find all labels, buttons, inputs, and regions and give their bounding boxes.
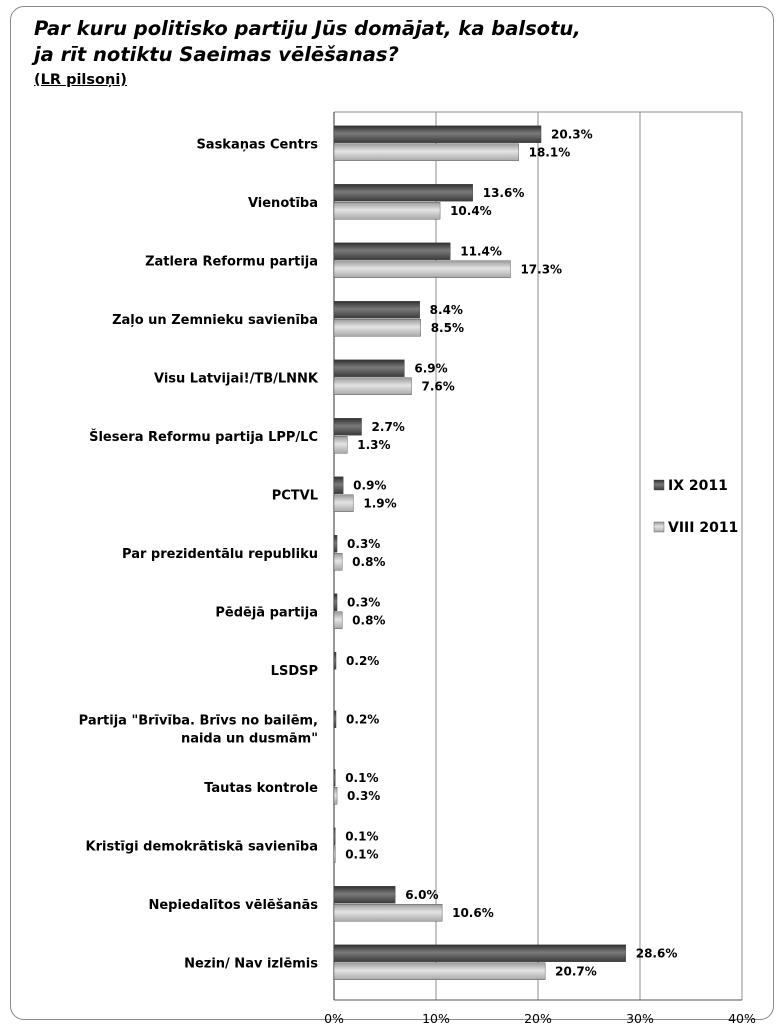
category-label: Vienotība [248,196,318,211]
title-line-2: ja rīt notiktu Saeimas vēlēšanas? [34,43,399,66]
bar-viii-2011 [333,962,546,980]
data-label: 0.1% [345,847,378,861]
data-label: 0.3% [347,789,380,803]
data-label: 0.1% [345,771,378,785]
category-label: Kristīgi demokrātiskā savienība [86,839,318,854]
bar-viii-2011 [333,845,336,863]
bar-viii-2011 [333,611,343,629]
data-label: 0.2% [346,712,379,726]
category-label: LSDSP [271,664,318,679]
bar-ix-2011 [333,242,451,260]
data-label: 10.6% [452,906,494,920]
x-tick-label-10: 10% [422,1011,450,1026]
data-label: 6.9% [414,361,447,375]
data-label: 28.6% [636,946,678,960]
data-label: 2.7% [372,420,405,434]
category-label: Nepiedalītos vēlēšanās [148,898,318,913]
data-label: 11.4% [460,244,502,258]
x-tick-label-0: 0% [324,1011,344,1026]
category-label: Partija "Brīvība. Brīvs no bailēm, [79,713,318,728]
data-label: 0.8% [352,613,385,627]
legend-swatch-ix-2011 [653,479,665,491]
data-label: 7.6% [422,379,455,393]
bar-ix-2011 [333,359,405,377]
data-label: 0.1% [345,829,378,843]
data-label: 0.2% [346,654,379,668]
bar-ix-2011 [333,301,420,319]
bar-ix-2011 [333,886,396,904]
data-label: 17.3% [520,262,562,276]
data-label: 20.3% [551,127,593,141]
data-label: 1.3% [357,438,390,452]
bar-ix-2011 [333,944,626,962]
legend-label-ix-2011: IX 2011 [668,478,728,494]
bar-viii-2011 [333,904,443,922]
bar-ix-2011 [333,476,344,494]
category-label: naida un dusmām" [181,731,318,746]
data-label: 0.3% [347,595,380,609]
category-label: PCTVL [272,488,318,503]
data-label: 13.6% [483,186,525,200]
bar-viii-2011 [333,436,348,454]
data-label: 20.7% [555,964,597,978]
chart-title: Par kuru politisko partiju Jūs domājat, … [34,16,594,68]
legend-swatch-viii-2011 [653,521,665,533]
bar-ix-2011 [333,125,542,143]
bar-ix-2011 [333,418,362,436]
data-label: 18.1% [529,145,571,159]
data-label: 1.9% [363,496,396,510]
bar-ix-2011 [333,535,338,553]
data-label: 0.3% [347,537,380,551]
bar-ix-2011 [333,652,337,670]
category-label: Zaļo un Zemnieku savienība [112,313,318,328]
data-label: 10.4% [450,204,492,218]
bar-viii-2011 [333,143,519,161]
category-label: Tautas kontrole [204,781,318,796]
data-label: 6.0% [405,888,438,902]
chart-subtitle: (LR pilsoņi) [34,72,127,88]
category-label: Nezin/ Nav izlēmis [184,956,318,971]
category-label: Par prezidentālu republiku [122,547,318,562]
data-label: 0.9% [353,478,386,492]
bar-ix-2011 [333,769,336,787]
bar-ix-2011 [333,593,338,611]
data-label: 8.5% [431,321,464,335]
bar-viii-2011 [333,319,421,337]
data-label: 8.4% [430,303,463,317]
x-tick-label-30: 30% [626,1011,654,1026]
category-label: Pēdējā partija [215,605,318,620]
bar-viii-2011 [333,787,338,805]
bar-viii-2011 [333,377,412,395]
category-label: Šlesera Reformu partija LPP/LC [89,429,318,445]
data-label: 0.8% [352,555,385,569]
bar-viii-2011 [333,260,511,278]
bar-ix-2011 [333,827,336,845]
bar-ix-2011 [333,184,473,202]
category-label: Zatlera Reformu partija [145,254,318,269]
x-tick-label-40: 40% [728,1011,756,1026]
category-label: Saskaņas Centrs [196,137,318,152]
bar-viii-2011 [333,494,354,512]
legend-label-viii-2011: VIII 2011 [668,520,738,536]
bar-viii-2011 [333,202,441,220]
category-label: Visu Latvijai!/TB/LNNK [154,371,319,386]
bar-ix-2011 [333,710,337,728]
bar-viii-2011 [333,553,343,571]
x-tick-label-20: 20% [524,1011,552,1026]
chart-frame [10,6,774,1020]
title-line-1: Par kuru politisko partiju Jūs domājat, … [34,17,581,40]
